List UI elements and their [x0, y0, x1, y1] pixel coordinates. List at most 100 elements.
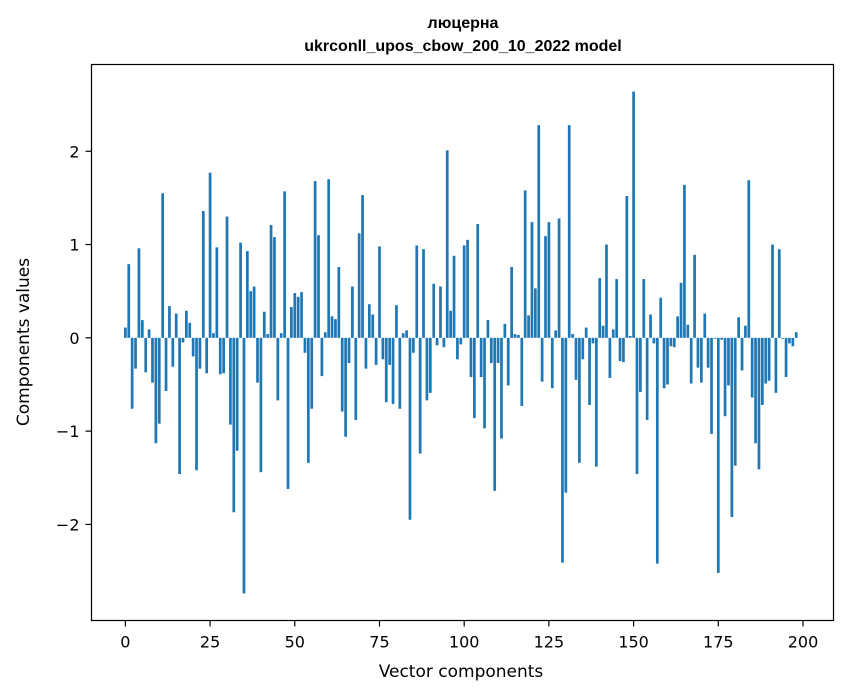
- bar: [567, 125, 571, 338]
- bar: [296, 296, 300, 338]
- y-tick-label: −2: [56, 515, 80, 534]
- bar: [327, 179, 331, 338]
- bar: [222, 337, 225, 374]
- bar: [476, 224, 480, 338]
- bar: [283, 191, 286, 338]
- bar: [794, 332, 798, 338]
- bar: [249, 291, 253, 338]
- bar: [561, 337, 564, 563]
- bar: [276, 337, 280, 401]
- bar: [496, 337, 500, 364]
- x-tick-label: 50: [285, 633, 305, 652]
- bar: [161, 193, 165, 338]
- bar: [662, 337, 666, 389]
- bar: [754, 337, 757, 444]
- bar: [229, 337, 232, 425]
- bar: [625, 196, 629, 338]
- bar: [147, 329, 151, 338]
- bar: [574, 337, 578, 380]
- bar: [445, 150, 449, 338]
- x-tick-label: 100: [449, 633, 480, 652]
- bar: [198, 337, 202, 369]
- bar: [273, 237, 276, 338]
- bar: [259, 337, 263, 473]
- bar: [683, 184, 686, 338]
- bar: [547, 222, 551, 338]
- bar: [649, 314, 652, 338]
- bar: [700, 337, 703, 383]
- bar: [201, 210, 205, 338]
- bar: [178, 337, 181, 475]
- y-tick-label: −1: [56, 422, 80, 441]
- y-axis-label: Components values: [14, 258, 34, 426]
- x-tick-label: 125: [534, 633, 565, 652]
- bar: [310, 337, 314, 409]
- bar: [269, 224, 273, 338]
- bar: [361, 195, 364, 338]
- bar: [486, 320, 490, 338]
- y-tick-label: 2: [69, 142, 79, 161]
- bar: [781, 337, 785, 339]
- bar: [300, 292, 303, 338]
- bar: [642, 279, 646, 338]
- bar: [622, 337, 625, 363]
- bar: [557, 218, 561, 338]
- x-tick-label: 25: [200, 633, 220, 652]
- bar: [750, 337, 754, 398]
- bar: [706, 337, 710, 368]
- bar: [456, 337, 459, 360]
- bar: [578, 337, 581, 463]
- bar: [215, 247, 219, 338]
- bar: [239, 242, 242, 338]
- bar: [645, 337, 649, 420]
- bar: [510, 266, 513, 338]
- bar: [588, 337, 591, 406]
- bar: [527, 315, 530, 338]
- bar: [639, 337, 642, 392]
- bar: [713, 337, 717, 339]
- bar: [686, 324, 690, 338]
- bar: [384, 337, 388, 403]
- x-tick-label: 75: [369, 633, 389, 652]
- bar: [672, 337, 676, 348]
- bar: [666, 337, 669, 385]
- bar: [374, 337, 378, 365]
- x-tick-label: 150: [618, 633, 649, 652]
- bar: [710, 337, 713, 434]
- bar: [459, 337, 463, 345]
- bar: [550, 337, 554, 389]
- bar: [503, 323, 507, 338]
- bar: [428, 337, 432, 393]
- bar: [483, 337, 486, 429]
- bar: [462, 245, 466, 338]
- bar: [435, 337, 439, 346]
- x-axis-label: Vector components: [379, 662, 544, 682]
- bar: [723, 337, 727, 417]
- bar: [425, 337, 429, 401]
- bar: [513, 334, 517, 338]
- bar: [523, 190, 527, 338]
- bar: [405, 330, 408, 338]
- bar: [540, 337, 544, 382]
- bar: [696, 337, 700, 368]
- bar: [716, 337, 720, 573]
- bar: [493, 337, 497, 491]
- bar: [344, 337, 347, 437]
- bar: [442, 337, 446, 348]
- bar: [317, 235, 320, 338]
- x-axis-ticks: 0 25 50 75 100 125 150 175 200: [120, 620, 818, 652]
- bar: [164, 337, 168, 392]
- bar: [452, 255, 456, 338]
- plot-area-frame: [90, 63, 835, 622]
- bar: [306, 337, 310, 463]
- bar: [367, 304, 371, 338]
- bar: [571, 334, 574, 338]
- bar: [554, 330, 558, 338]
- bar: [330, 316, 334, 338]
- bar: [764, 337, 768, 384]
- bar: [628, 335, 632, 338]
- bar: [286, 337, 290, 489]
- bar: [242, 337, 246, 594]
